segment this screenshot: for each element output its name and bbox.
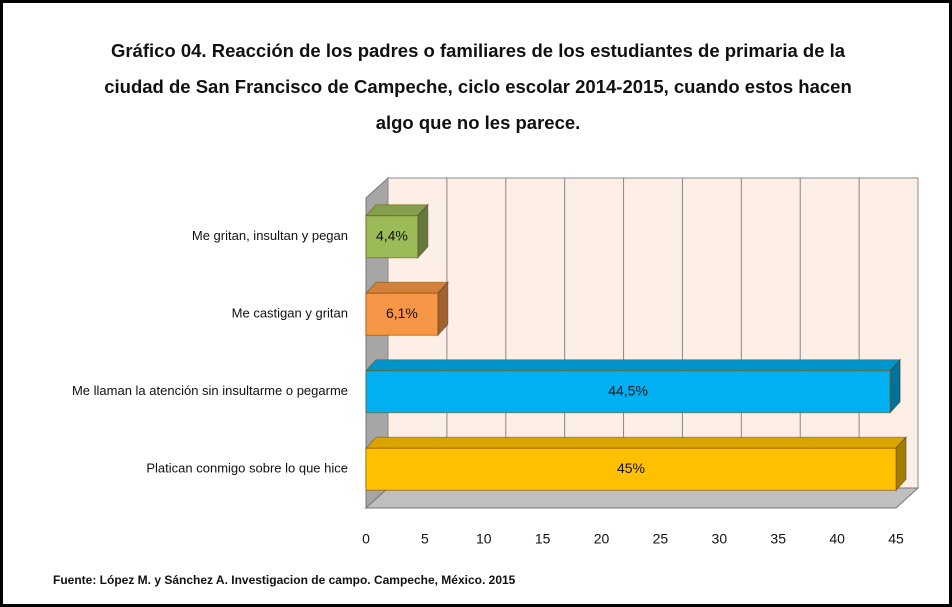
value-label: 45%	[617, 460, 645, 476]
bar	[365, 447, 897, 491]
x-tick-label: 45	[888, 531, 904, 547]
x-tick-label: 0	[362, 531, 370, 547]
x-tick-label: 15	[535, 531, 551, 547]
x-tick-label: 5	[421, 531, 429, 547]
bar-top	[364, 204, 429, 217]
x-tick-label: 20	[594, 531, 610, 547]
y-tick-label: Me gritan, insultan y pegan	[192, 228, 348, 243]
y-tick-label: Platican conmigo sobre lo que hice	[146, 461, 348, 476]
chart: Fuente: López M. y Sánchez A. Investigac…	[53, 176, 920, 587]
y-tick-label: Me castigan y gritan	[232, 306, 348, 321]
bar-top	[364, 436, 908, 449]
x-tick-label: 25	[653, 531, 669, 547]
x-tick-label: 40	[829, 531, 845, 547]
bar-top	[364, 281, 449, 294]
bar	[365, 215, 419, 259]
bar	[365, 292, 439, 336]
y-tick-label: Me llaman la atención sin insultarme o p…	[72, 383, 348, 398]
x-tick-label: 30	[712, 531, 728, 547]
value-label: 44,5%	[608, 382, 648, 398]
value-label: 4,4%	[376, 227, 408, 243]
value-label: 6,1%	[386, 305, 418, 321]
x-tick-label: 35	[770, 531, 786, 547]
source-note: Fuente: López M. y Sánchez A. Investigac…	[53, 573, 516, 587]
chart-title: Gráfico 04. Reacción de los padres o fam…	[104, 40, 852, 133]
floor	[364, 487, 920, 509]
x-tick-label: 10	[476, 531, 492, 547]
bar	[365, 370, 891, 414]
bar-top	[364, 359, 902, 372]
